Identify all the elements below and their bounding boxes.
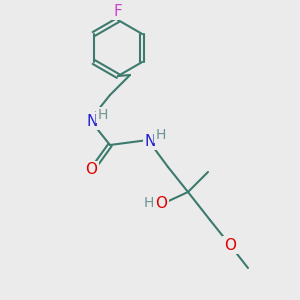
Text: F: F [114, 4, 122, 19]
Text: N: N [86, 113, 98, 128]
Text: N: N [144, 134, 156, 148]
Text: H: H [144, 196, 154, 210]
Text: O: O [155, 196, 167, 211]
Text: H: H [98, 108, 108, 122]
Text: O: O [224, 238, 236, 253]
Text: O: O [85, 163, 97, 178]
Text: H: H [156, 128, 166, 142]
